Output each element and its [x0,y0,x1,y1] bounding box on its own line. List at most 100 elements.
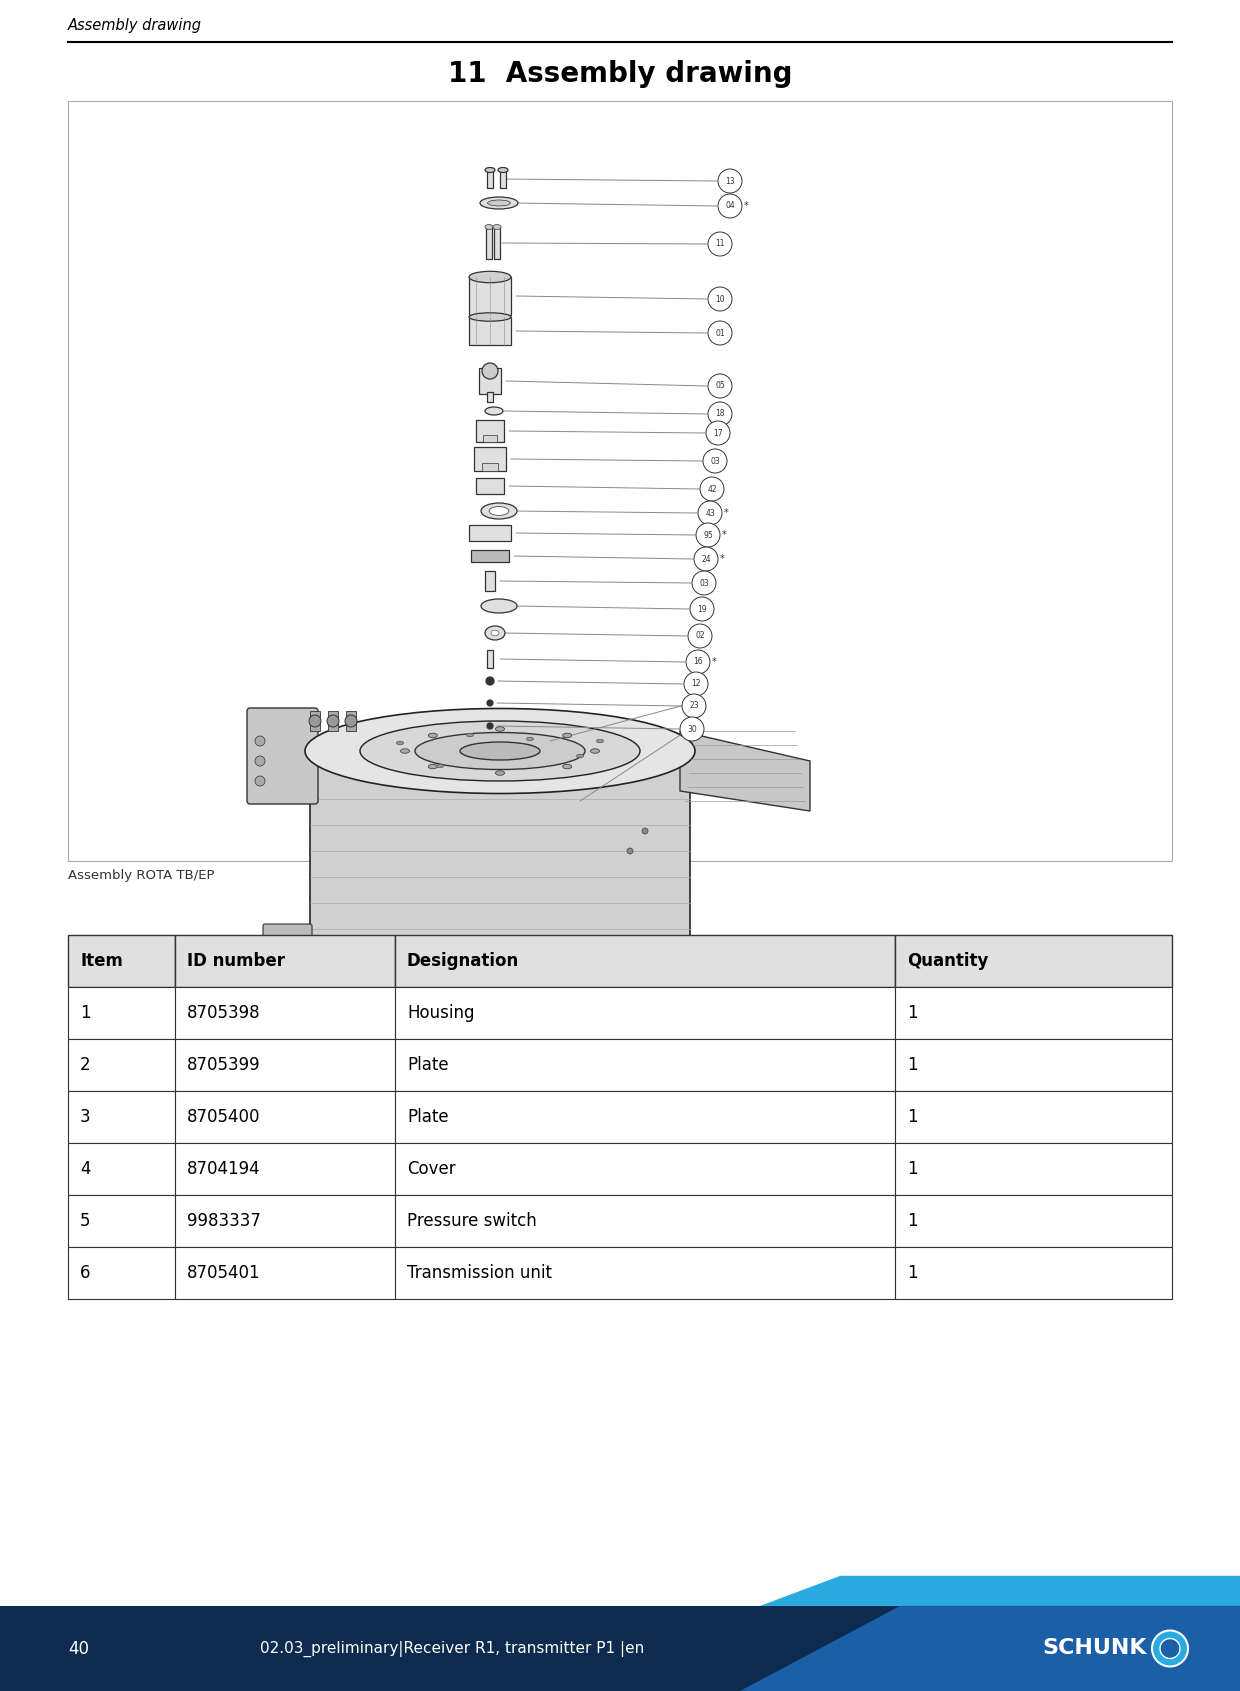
Text: 8705400: 8705400 [187,1108,260,1126]
Ellipse shape [305,709,694,793]
Circle shape [684,671,708,697]
Bar [310,710,320,731]
Ellipse shape [460,742,539,759]
Text: 9983337: 9983337 [187,1212,260,1229]
Ellipse shape [428,764,438,769]
Circle shape [627,847,632,854]
Circle shape [689,597,714,621]
Bar [68,1038,175,1091]
Circle shape [1152,1630,1188,1667]
Text: 1: 1 [906,1212,918,1229]
Text: 40: 40 [68,1640,89,1657]
Text: 04: 04 [725,201,735,210]
Ellipse shape [469,313,511,321]
Ellipse shape [397,741,403,744]
Circle shape [696,523,720,546]
Polygon shape [760,1576,1240,1606]
Text: 18: 18 [715,409,724,418]
Ellipse shape [466,734,474,737]
Circle shape [274,947,286,959]
Text: ID number: ID number [187,952,285,971]
Bar [482,463,498,472]
Bar [68,935,175,988]
Ellipse shape [481,599,517,614]
Bar [486,227,492,259]
Text: 16: 16 [693,658,703,666]
Text: *: * [744,201,749,211]
Ellipse shape [485,626,505,639]
Text: 8705398: 8705398 [187,1004,260,1021]
Text: 3: 3 [81,1108,91,1126]
Text: 17: 17 [713,428,723,438]
Bar [396,988,895,1038]
Circle shape [708,232,732,255]
Bar [396,1246,895,1299]
Text: 6: 6 [81,1263,91,1282]
Ellipse shape [491,631,498,636]
Text: 1: 1 [906,1055,918,1074]
Text: 1: 1 [906,1004,918,1021]
Ellipse shape [563,734,572,737]
Bar [895,988,1172,1038]
Bar [175,1246,396,1299]
Text: * Wearing part: * Wearing part [562,906,678,922]
Circle shape [327,715,339,727]
Bar [479,369,501,394]
Text: 43: 43 [706,509,715,517]
Text: 5: 5 [81,1212,91,1229]
Circle shape [706,421,730,445]
Circle shape [692,572,715,595]
Text: Transmission unit: Transmission unit [407,1263,552,1282]
Ellipse shape [428,734,438,737]
Text: Quantity: Quantity [906,952,988,971]
Circle shape [708,321,732,345]
Text: Pressure switch: Pressure switch [407,1212,537,1229]
Circle shape [718,194,742,218]
Ellipse shape [496,771,505,774]
FancyBboxPatch shape [247,709,317,803]
Text: 8705401: 8705401 [187,1263,260,1282]
Bar [895,1246,1172,1299]
Text: 8705399: 8705399 [187,1055,260,1074]
Text: 8704194: 8704194 [187,1160,260,1179]
Ellipse shape [563,764,572,769]
Polygon shape [680,731,810,812]
Bar [895,1196,1172,1246]
Bar [469,277,511,315]
Circle shape [686,649,711,675]
Circle shape [698,501,722,524]
Bar [469,316,511,345]
Bar [484,435,497,441]
Text: *: * [724,507,729,517]
Text: 10: 10 [715,294,725,303]
Bar [396,1143,895,1196]
Text: 24: 24 [701,555,711,563]
Text: 1: 1 [906,1160,918,1179]
Bar [487,171,494,188]
Ellipse shape [481,502,517,519]
Text: 1: 1 [81,1004,91,1021]
Text: Assembly drawing: Assembly drawing [68,19,202,34]
Circle shape [642,829,649,834]
Bar [68,101,1172,861]
Circle shape [255,776,265,786]
Text: 03: 03 [699,578,709,587]
Text: *: * [722,529,727,539]
Bar [487,392,494,402]
Ellipse shape [496,727,505,731]
Ellipse shape [596,739,604,742]
Text: 19: 19 [697,604,707,614]
Bar [68,988,175,1038]
Text: 01: 01 [715,328,725,338]
Bar [68,1091,175,1143]
Ellipse shape [480,196,518,210]
Circle shape [486,676,494,685]
Bar [68,1196,175,1246]
Circle shape [688,624,712,648]
Bar [303,989,698,1011]
Circle shape [718,169,742,193]
Text: 1: 1 [906,1108,918,1126]
Bar [396,935,895,988]
Bar [476,479,503,494]
Ellipse shape [498,167,508,172]
